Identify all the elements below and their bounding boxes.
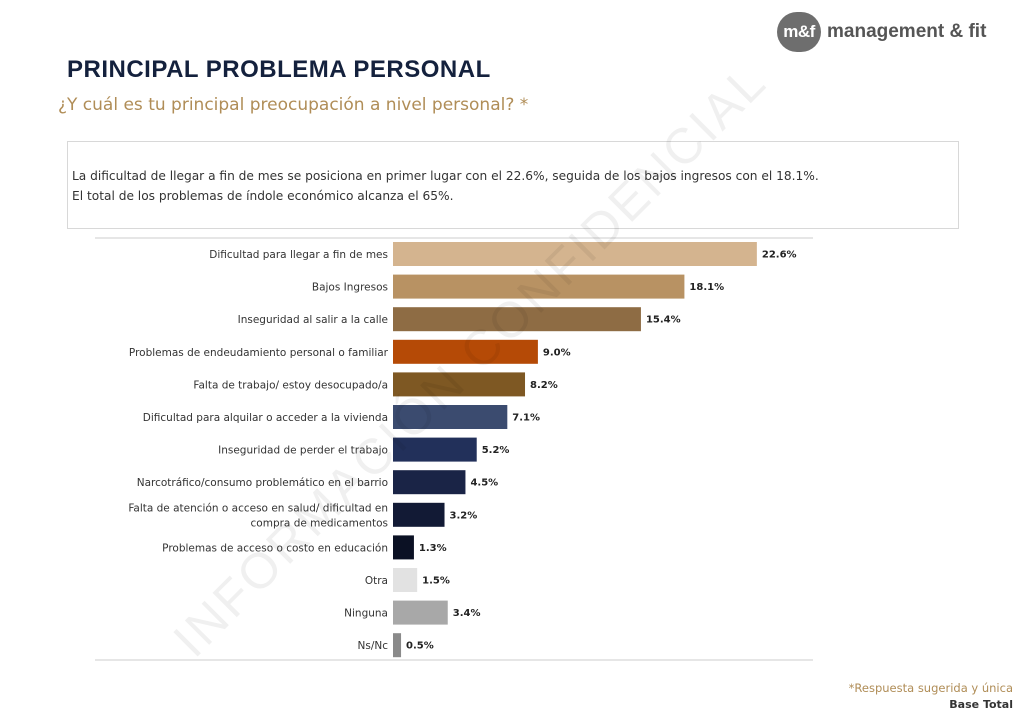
bar [393, 568, 418, 592]
bar [393, 502, 445, 527]
category-label: Problemas de acceso o costo en educación [162, 542, 388, 554]
category-label: Ns/Nc [358, 640, 389, 652]
footnote: *Respuesta sugerida y única [848, 681, 1013, 695]
base-label: Base Total [949, 698, 1013, 711]
summary-box: La dificultad de llegar a fin de mes se … [67, 141, 959, 229]
bar [393, 470, 466, 495]
category-label: Ninguna [344, 608, 388, 620]
value-label: 4.5% [470, 478, 498, 489]
page-title: PRINCIPAL PROBLEMA PERSONAL [67, 56, 491, 83]
bar [393, 339, 538, 364]
logo-text: management & fit [827, 21, 987, 42]
category-label: Falta de atención o acceso en salud/ dif… [128, 502, 388, 529]
value-label: 5.2% [482, 445, 510, 456]
value-label: 22.6% [762, 250, 797, 261]
bar [393, 372, 526, 397]
value-label: 18.1% [689, 282, 724, 293]
logo-mark: m&f [777, 12, 821, 52]
category-label: Dificultad para alquilar o acceder a la … [143, 412, 388, 424]
value-label: 0.5% [406, 641, 434, 652]
bar [393, 437, 477, 462]
category-label: Bajos Ingresos [312, 282, 388, 294]
value-label: 1.3% [419, 543, 447, 554]
bar [393, 307, 641, 332]
bar [393, 633, 402, 658]
value-label: 8.2% [530, 380, 558, 391]
category-label: Inseguridad de perder el trabajo [218, 445, 388, 457]
value-label: 7.1% [512, 413, 540, 424]
bar [393, 274, 685, 299]
value-label: 3.4% [453, 608, 481, 619]
summary-line-1: La dificultad de llegar a fin de mes se … [72, 169, 819, 183]
bar [393, 405, 508, 429]
page-subtitle: ¿Y cuál es tu principal preocupación a n… [58, 95, 529, 115]
category-label: Inseguridad al salir a la calle [238, 314, 388, 326]
value-label: 3.2% [450, 510, 478, 521]
category-label: Falta de trabajo/ estoy desocupado/a [193, 379, 388, 391]
value-label: 1.5% [422, 576, 450, 587]
bar [393, 242, 757, 266]
summary-line-2: El total de los problemas de índole econ… [72, 189, 454, 203]
brand-logo: m&f management & fit [777, 12, 986, 52]
category-label: Otra [365, 575, 388, 587]
value-label: 15.4% [646, 315, 681, 326]
bar [393, 535, 414, 560]
category-label: Narcotráfico/consumo problemático en el … [137, 477, 388, 489]
category-label: Problemas de endeudamiento personal o fa… [129, 347, 389, 359]
category-label: Dificultad para llegar a fin de mes [209, 249, 388, 261]
bar [393, 600, 448, 625]
value-label: 9.0% [543, 347, 571, 358]
